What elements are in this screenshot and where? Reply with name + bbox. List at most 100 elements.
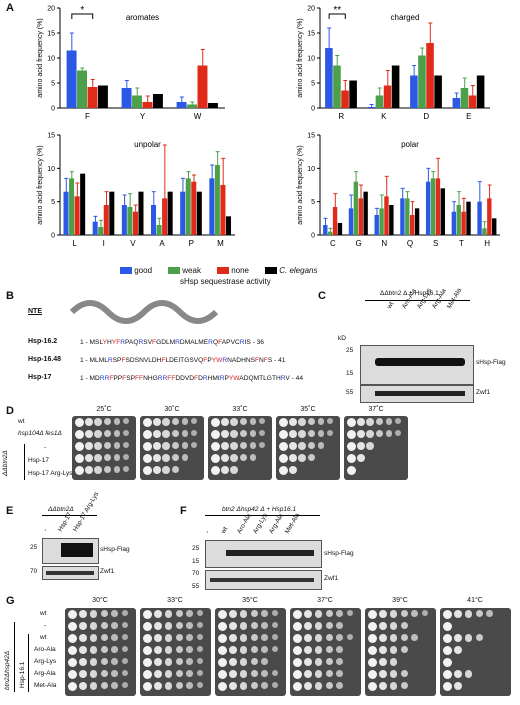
- panel-label-e: E: [6, 505, 14, 517]
- colony-spot: [347, 466, 356, 475]
- colony-spot: [123, 442, 130, 448]
- x-tick-label: F: [85, 112, 90, 121]
- colony-spot: [94, 418, 103, 426]
- spot-plate: [440, 608, 511, 696]
- colony-spot: [411, 610, 418, 617]
- bar-none: [341, 90, 349, 108]
- band: [375, 391, 465, 396]
- colony-spot: [220, 466, 230, 475]
- colony-spot: [336, 646, 343, 653]
- colony-spot: [279, 430, 288, 439]
- bar-weak: [482, 228, 487, 235]
- colony-spot: [197, 610, 204, 616]
- bar-good: [151, 205, 157, 235]
- seq-name-hsp17: Hsp-17: [28, 374, 52, 381]
- spot-plate: [208, 416, 272, 480]
- colony-spot: [443, 634, 452, 643]
- panel-f-blot-shsp: [205, 540, 322, 568]
- x-tick-label: M: [217, 239, 224, 248]
- panel-label-b: B: [6, 290, 14, 302]
- colony-spot: [78, 670, 88, 679]
- bar-celegans: [492, 218, 497, 235]
- colony-spot: [240, 418, 248, 426]
- colony-spot: [123, 466, 130, 472]
- bar-celegans: [138, 191, 144, 235]
- spot-plate: [72, 416, 136, 480]
- colony-spot: [218, 646, 227, 655]
- panel-f-marker-55: 55: [192, 583, 200, 590]
- panel-f-header-line: [205, 515, 320, 516]
- colony-spot: [279, 466, 288, 475]
- colony-spot: [314, 670, 323, 678]
- bar-weak: [375, 95, 384, 108]
- bar-good: [63, 191, 69, 235]
- significance-label: *: [80, 5, 84, 16]
- panel-d-temps: 25˚C 30˚C 33˚C 35˚C 37˚C: [72, 406, 408, 416]
- colony-spot: [366, 430, 375, 438]
- colony-spot: [220, 418, 230, 427]
- colony-spot: [288, 418, 298, 427]
- colony-spot: [162, 442, 171, 450]
- colony-spot: [75, 454, 84, 463]
- colony-spot: [175, 646, 183, 654]
- colony-spot: [84, 418, 94, 427]
- panel-g-bracket2-label: Hsp-16.1: [19, 661, 26, 688]
- x-tick-label: V: [130, 239, 136, 248]
- colony-spot: [249, 454, 257, 461]
- colony-spot: [453, 682, 463, 691]
- colony-spot: [389, 610, 398, 618]
- colony-spot: [308, 442, 316, 450]
- colony-spot: [250, 646, 258, 654]
- panel-g-bracket2-line: [28, 634, 29, 692]
- chart-title: charged: [391, 13, 420, 22]
- colony-spot: [122, 670, 129, 676]
- colony-spot: [378, 610, 388, 619]
- colony-spot: [272, 634, 279, 640]
- colony-spot: [347, 418, 356, 427]
- temp-35: 35°C: [242, 597, 258, 604]
- colony-spot: [162, 430, 171, 438]
- colony-spot: [111, 646, 118, 653]
- legend: good weak none C. elegans: [120, 266, 480, 286]
- colony-spot: [211, 442, 220, 451]
- temp-30: 30˚C: [164, 406, 180, 413]
- colony-spot: [453, 634, 463, 643]
- panel-f-marker-15: 15: [192, 558, 200, 565]
- colony-spot: [100, 670, 108, 678]
- panel-e-header-line: [42, 515, 97, 516]
- spot-plate: [215, 608, 286, 696]
- seq-name-hsp16-48: Hsp-16.48: [28, 356, 62, 363]
- colony-spot: [89, 634, 98, 642]
- colony-spot: [68, 658, 77, 667]
- bar-weak: [156, 225, 162, 235]
- colony-spot: [143, 454, 152, 463]
- legend-item-good: good: [120, 266, 152, 275]
- colony-spot: [368, 646, 377, 655]
- colony-spot: [186, 682, 193, 689]
- colony-spot: [261, 670, 268, 677]
- panel-c-lane-wt: wt: [385, 300, 396, 310]
- colony-spot: [164, 646, 173, 654]
- colony-spot: [111, 658, 118, 665]
- colony-spot: [104, 466, 112, 474]
- colony-spot: [378, 634, 388, 643]
- colony-spot: [261, 658, 268, 665]
- colony-spot: [314, 646, 323, 654]
- colony-spot: [122, 646, 129, 652]
- legend-item-none: none: [216, 266, 249, 275]
- bar-none: [142, 102, 153, 108]
- colony-spot: [325, 622, 333, 630]
- colony-spot: [368, 658, 377, 667]
- panel-c-band-zwf1: Zwf1: [476, 389, 491, 396]
- x-tick-label: S: [433, 239, 438, 248]
- colony-spot: [400, 670, 408, 678]
- colony-spot: [250, 670, 258, 678]
- panel-d-bracket-line: [24, 444, 25, 480]
- x-tick-label: E: [466, 112, 471, 121]
- panel-c-header: ΔΔbtn2 Δ + Hsp16.1: [380, 290, 439, 297]
- colony-spot: [89, 682, 98, 690]
- bar-good: [323, 225, 328, 235]
- x-tick-label: K: [381, 112, 387, 121]
- colony-spot: [186, 610, 193, 617]
